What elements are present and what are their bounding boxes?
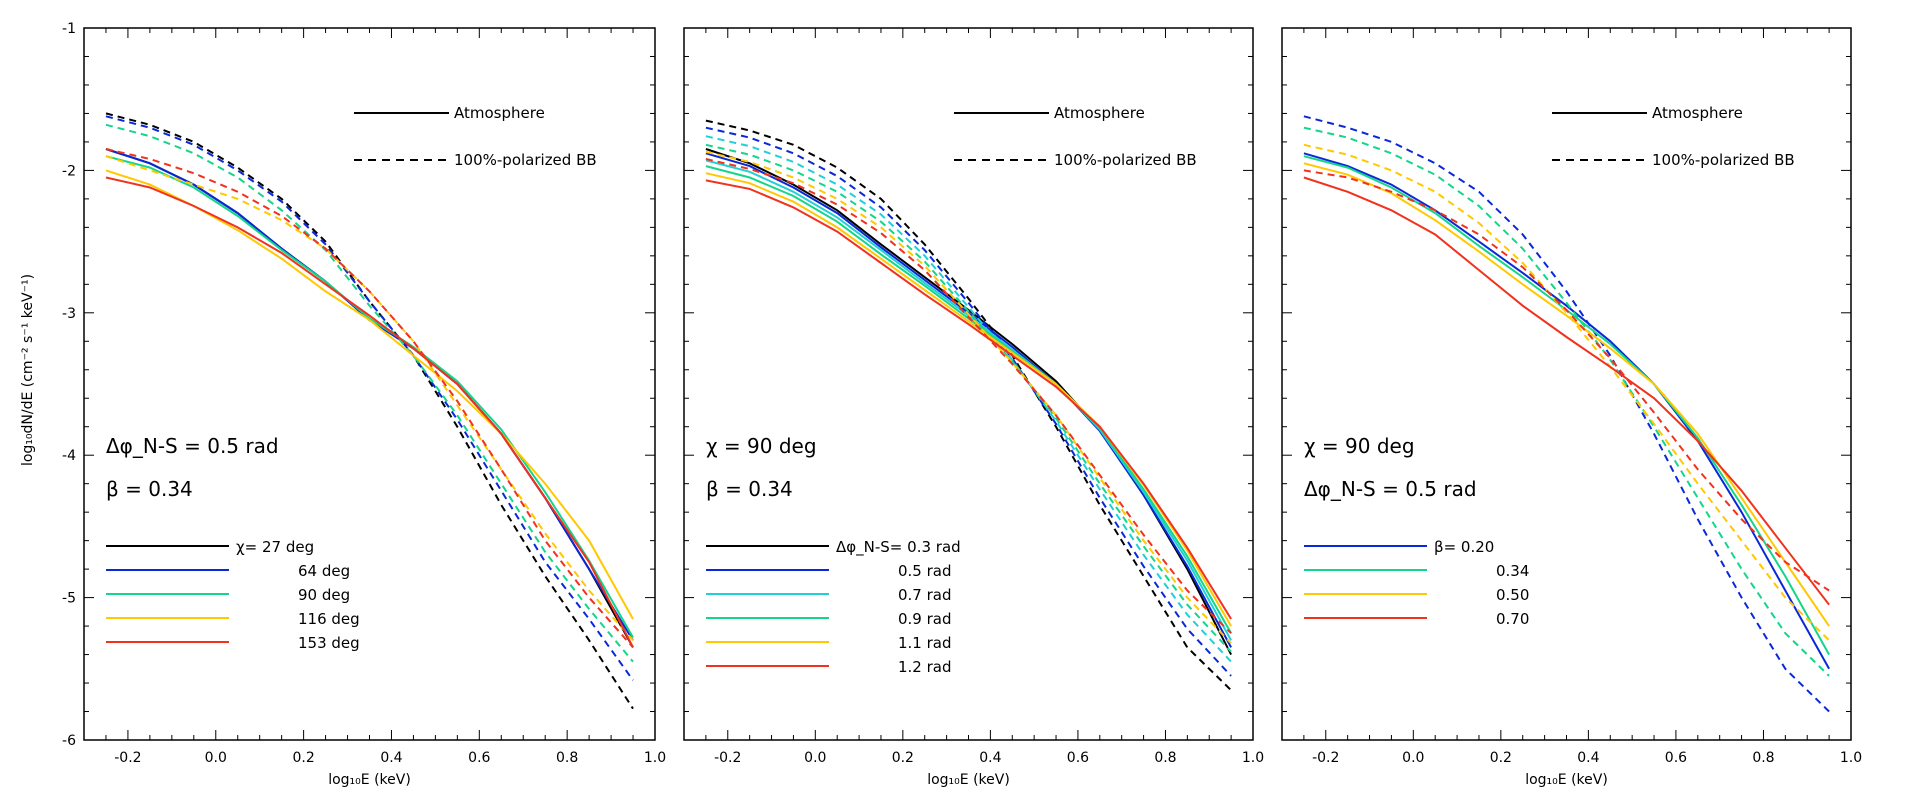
annotation-text: β = 0.34 bbox=[706, 477, 793, 501]
x-axis-label: log₁₀E (keV) bbox=[927, 772, 1010, 788]
series-legend-label: χ= 27 deg bbox=[236, 538, 314, 556]
series-legend-label: 0.7 rad bbox=[898, 586, 952, 604]
series-legend-label: 153 deg bbox=[298, 634, 360, 652]
x-tick-label: 0.0 bbox=[1402, 750, 1424, 766]
series-line-dashed-1 bbox=[705, 126, 1232, 677]
x-tick-label: 0.6 bbox=[1665, 750, 1687, 766]
series-line-solid-4 bbox=[105, 176, 634, 648]
series-legend-label: 0.70 bbox=[1496, 610, 1529, 628]
annotation-text: Δφ_N-S = 0.5 rad bbox=[106, 434, 279, 458]
series-line-dashed-0 bbox=[1303, 115, 1830, 713]
series-line-solid-1 bbox=[1303, 155, 1830, 656]
panel-middle: -0.2 0.0 0.2 0.4 0.6 0.8 1.0 log₁₀E (keV) Atmosp… bbox=[683, 27, 1264, 788]
series-line-dashed-4 bbox=[705, 150, 1232, 644]
style-legend-label: Atmosphere bbox=[454, 104, 545, 122]
series-line-dashed-4 bbox=[105, 148, 634, 649]
series-line-solid-2 bbox=[105, 155, 634, 638]
shared-ylabel: log₁₀dN/dE (cm⁻² s⁻¹ keV⁻¹) bbox=[20, 274, 36, 466]
plot-frame bbox=[683, 27, 1254, 741]
series-legend-label: Δφ_N-S= 0.3 rad bbox=[836, 538, 961, 557]
series-legend-label: 1.1 rad bbox=[898, 634, 952, 652]
series-line-dashed-2 bbox=[105, 123, 634, 663]
series-legend-label: 1.2 rad bbox=[898, 658, 952, 676]
x-tick-label: 0.2 bbox=[1490, 750, 1512, 766]
x-tick-label: -0.2 bbox=[114, 750, 141, 766]
series-legend-label: 0.5 rad bbox=[898, 562, 952, 580]
series-line-dashed-2 bbox=[1303, 143, 1830, 642]
series-legend-label: 90 deg bbox=[298, 586, 350, 604]
x-tick-label: 1.0 bbox=[1242, 750, 1264, 766]
x-tick-label: 1.0 bbox=[1840, 750, 1862, 766]
annotation-text: Δφ_N-S = 0.5 rad bbox=[1304, 477, 1477, 501]
annotation-text: χ = 90 deg bbox=[1304, 434, 1415, 458]
series-line-solid-2 bbox=[1303, 162, 1830, 627]
style-legend-label: 100%-polarized BB bbox=[454, 151, 597, 169]
x-tick-label: 0.8 bbox=[556, 750, 578, 766]
series-line-solid-3 bbox=[705, 165, 1232, 634]
y-tick-label: -1 bbox=[62, 21, 76, 37]
x-tick-label: 0.4 bbox=[1577, 750, 1599, 766]
x-tick-label: 0.6 bbox=[1067, 750, 1089, 766]
x-tick-label: 0.6 bbox=[468, 750, 490, 766]
style-legend-label: 100%-polarized BB bbox=[1054, 151, 1197, 169]
series-line-dashed-3 bbox=[1303, 169, 1830, 592]
x-tick-label: 0.8 bbox=[1752, 750, 1774, 766]
annotation-text: β = 0.34 bbox=[106, 477, 193, 501]
panel-left: -0.2 0.0 0.2 0.4 0.6 0.8 1.0 -1 -2 -3 -4 -5 -6 log₁₀E… bbox=[62, 21, 666, 788]
series-legend-label: 0.9 rad bbox=[898, 610, 952, 628]
y-tick-label: -3 bbox=[62, 306, 76, 322]
series-legend-label: β= 0.20 bbox=[1434, 538, 1494, 556]
x-axis-label: log₁₀E (keV) bbox=[1525, 772, 1608, 788]
series-line-solid-0 bbox=[105, 148, 634, 648]
x-tick-label: 0.4 bbox=[380, 750, 402, 766]
style-legend-label: 100%-polarized BB bbox=[1652, 151, 1795, 169]
series-legend-label: 116 deg bbox=[298, 610, 360, 628]
style-legend-label: Atmosphere bbox=[1652, 104, 1743, 122]
series-line-solid-5 bbox=[705, 179, 1232, 620]
x-tick-label: 0.0 bbox=[205, 750, 227, 766]
series-line-solid-1 bbox=[105, 148, 634, 641]
x-tick-label: 0.8 bbox=[1154, 750, 1176, 766]
series-line-dashed-1 bbox=[105, 115, 634, 681]
series-line-solid-1 bbox=[705, 152, 1232, 648]
series-line-dashed-3 bbox=[705, 143, 1232, 653]
series-line-solid-0 bbox=[705, 148, 1232, 656]
y-tick-label: -6 bbox=[62, 733, 76, 749]
x-tick-label: -0.2 bbox=[1312, 750, 1339, 766]
annotation-text: χ = 90 deg bbox=[706, 434, 817, 458]
series-line-solid-3 bbox=[1303, 176, 1830, 606]
series-line-dashed-5 bbox=[705, 158, 1232, 634]
x-tick-label: 0.2 bbox=[892, 750, 914, 766]
series-legend-label: 0.34 bbox=[1496, 562, 1529, 580]
x-tick-label: 0.0 bbox=[804, 750, 826, 766]
series-legend-label: 64 deg bbox=[298, 562, 350, 580]
x-tick-label: 1.0 bbox=[644, 750, 666, 766]
y-tick-label: -2 bbox=[62, 163, 76, 179]
x-tick-label: 0.4 bbox=[979, 750, 1001, 766]
series-legend-label: 0.50 bbox=[1496, 586, 1529, 604]
series-line-solid-0 bbox=[1303, 152, 1830, 670]
x-axis-label: log₁₀E (keV) bbox=[328, 772, 411, 788]
series-line-dashed-0 bbox=[705, 119, 1232, 691]
y-tick-label: -4 bbox=[62, 448, 76, 464]
style-legend-label: Atmosphere bbox=[1054, 104, 1145, 122]
series-line-dashed-1 bbox=[1303, 126, 1830, 677]
series-line-dashed-2 bbox=[705, 135, 1232, 663]
x-tick-label: -0.2 bbox=[714, 750, 741, 766]
panel-right: -0.2 0.0 0.2 0.4 0.6 0.8 1.0 log₁₀E (keV) Atmosp… bbox=[1281, 27, 1862, 788]
x-tick-label: 0.2 bbox=[292, 750, 314, 766]
series-line-dashed-3 bbox=[105, 155, 634, 641]
y-tick-label: -5 bbox=[62, 591, 76, 607]
